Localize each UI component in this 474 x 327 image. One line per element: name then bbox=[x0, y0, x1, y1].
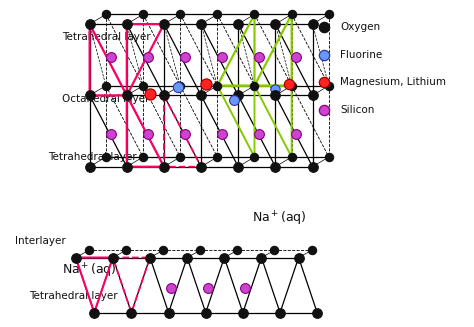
Point bbox=[139, 83, 147, 88]
Text: Oxygen: Oxygen bbox=[340, 22, 381, 32]
Point bbox=[325, 83, 333, 88]
Point bbox=[214, 12, 221, 17]
Point bbox=[202, 310, 210, 315]
Point bbox=[72, 255, 80, 260]
Point bbox=[85, 248, 92, 253]
Point bbox=[241, 286, 249, 291]
Point bbox=[107, 132, 114, 137]
Point bbox=[123, 164, 130, 169]
Point bbox=[288, 12, 295, 17]
Text: Fluorine: Fluorine bbox=[340, 50, 383, 60]
Point bbox=[204, 286, 212, 291]
Point bbox=[320, 25, 328, 30]
Point bbox=[285, 81, 293, 87]
Point bbox=[91, 310, 98, 315]
Point bbox=[123, 22, 130, 27]
Point bbox=[320, 52, 328, 58]
Point bbox=[272, 164, 279, 169]
Text: Magnesium, Lithium: Magnesium, Lithium bbox=[340, 77, 447, 87]
Point bbox=[181, 132, 189, 137]
Point bbox=[122, 248, 130, 253]
Text: Silicon: Silicon bbox=[340, 105, 375, 115]
Point bbox=[239, 310, 246, 315]
Point bbox=[292, 132, 300, 137]
Text: Na$^+$(aq): Na$^+$(aq) bbox=[62, 261, 116, 280]
Text: Tetrahedral layer: Tetrahedral layer bbox=[29, 291, 118, 301]
Point bbox=[320, 107, 328, 112]
Point bbox=[235, 22, 242, 27]
Point bbox=[235, 164, 242, 169]
Point bbox=[218, 54, 226, 59]
Point bbox=[102, 12, 109, 17]
Point bbox=[128, 310, 135, 315]
Point bbox=[251, 154, 258, 160]
Point bbox=[309, 93, 316, 98]
Point bbox=[107, 54, 114, 59]
Point bbox=[272, 22, 279, 27]
Point bbox=[320, 80, 328, 85]
Point bbox=[86, 164, 93, 169]
Point bbox=[272, 93, 279, 98]
Point bbox=[235, 93, 242, 98]
Point bbox=[144, 54, 152, 59]
Point bbox=[292, 54, 300, 59]
Point bbox=[276, 310, 284, 315]
Point bbox=[146, 91, 154, 96]
Point bbox=[309, 164, 316, 169]
Point bbox=[325, 154, 333, 160]
Point bbox=[197, 93, 205, 98]
Point bbox=[234, 248, 241, 253]
Point bbox=[181, 54, 189, 59]
Point bbox=[325, 12, 333, 17]
Point bbox=[139, 154, 147, 160]
Point bbox=[202, 81, 210, 87]
Point bbox=[309, 22, 316, 27]
Point bbox=[288, 154, 295, 160]
Point bbox=[218, 132, 226, 137]
Point bbox=[139, 12, 147, 17]
Text: Interlayer: Interlayer bbox=[15, 236, 66, 246]
Point bbox=[102, 83, 109, 88]
Point bbox=[160, 22, 168, 27]
Point bbox=[220, 255, 228, 260]
Point bbox=[176, 154, 184, 160]
Point bbox=[214, 83, 221, 88]
Point bbox=[160, 93, 168, 98]
Point bbox=[272, 86, 279, 92]
Point bbox=[160, 164, 168, 169]
Point bbox=[251, 12, 258, 17]
Text: Octahedral layer: Octahedral layer bbox=[62, 94, 149, 104]
Point bbox=[197, 164, 205, 169]
Point bbox=[230, 98, 237, 103]
Point bbox=[255, 54, 263, 59]
Point bbox=[109, 255, 117, 260]
Point bbox=[167, 286, 175, 291]
Point bbox=[146, 255, 154, 260]
Point bbox=[123, 93, 130, 98]
Text: Na$^+$(aq): Na$^+$(aq) bbox=[252, 210, 307, 228]
Point bbox=[196, 248, 204, 253]
Point bbox=[197, 22, 205, 27]
Point bbox=[214, 154, 221, 160]
Point bbox=[159, 248, 167, 253]
Point bbox=[183, 255, 191, 260]
Point bbox=[271, 248, 278, 253]
Point bbox=[313, 310, 321, 315]
Point bbox=[176, 83, 184, 88]
Point bbox=[295, 255, 302, 260]
Point bbox=[258, 255, 265, 260]
Point bbox=[255, 132, 263, 137]
Point bbox=[288, 83, 295, 88]
Point bbox=[165, 310, 173, 315]
Point bbox=[308, 248, 315, 253]
Text: Tetrahedral layer: Tetrahedral layer bbox=[62, 32, 150, 42]
Point bbox=[174, 85, 182, 90]
Point bbox=[251, 83, 258, 88]
Point bbox=[176, 12, 184, 17]
Text: Tetrahedral layer: Tetrahedral layer bbox=[48, 152, 137, 162]
Point bbox=[144, 132, 152, 137]
Point bbox=[86, 22, 93, 27]
Point bbox=[102, 154, 109, 160]
Point bbox=[86, 93, 93, 98]
